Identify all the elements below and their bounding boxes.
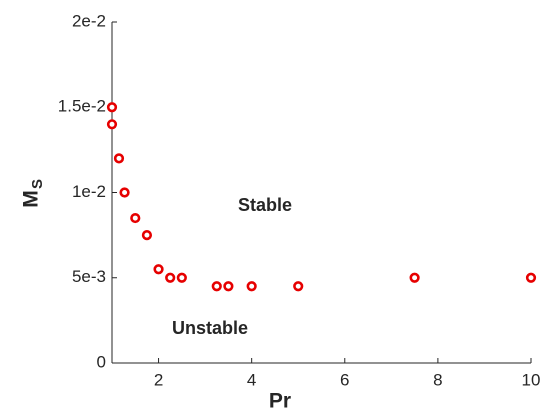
x-tick-label: 6 xyxy=(340,370,349,389)
point xyxy=(223,281,234,292)
annotation: Stable xyxy=(238,195,292,215)
x-axis-label: Pr xyxy=(269,390,291,413)
point xyxy=(409,272,420,283)
point xyxy=(153,264,164,275)
x-tick-label: 8 xyxy=(433,370,442,389)
x-tick-label: 4 xyxy=(247,370,256,389)
x-tick-label: 2 xyxy=(154,370,163,389)
y-axis-label-group: M S xyxy=(20,179,46,208)
point xyxy=(525,272,537,283)
point xyxy=(293,281,304,292)
point xyxy=(106,102,118,113)
point xyxy=(176,272,187,283)
point xyxy=(113,153,125,164)
y-tick-label: 5e-3 xyxy=(72,267,106,286)
point xyxy=(119,187,130,198)
point xyxy=(106,119,118,130)
y-tick-label: 0 xyxy=(97,352,106,371)
y-axis-label-subscript: S xyxy=(29,179,46,189)
annotation: Unstable xyxy=(172,318,248,338)
y-tick-label: 1.5e-2 xyxy=(58,97,106,116)
point xyxy=(130,212,141,224)
point xyxy=(211,281,222,292)
point xyxy=(165,272,176,283)
point xyxy=(141,230,153,241)
y-tick-label: 1e-2 xyxy=(72,182,106,201)
y-axis-label: M xyxy=(20,190,43,208)
y-tick-label: 2e-2 xyxy=(72,11,106,30)
point xyxy=(246,281,257,292)
x-tick-label: 10 xyxy=(522,370,541,389)
